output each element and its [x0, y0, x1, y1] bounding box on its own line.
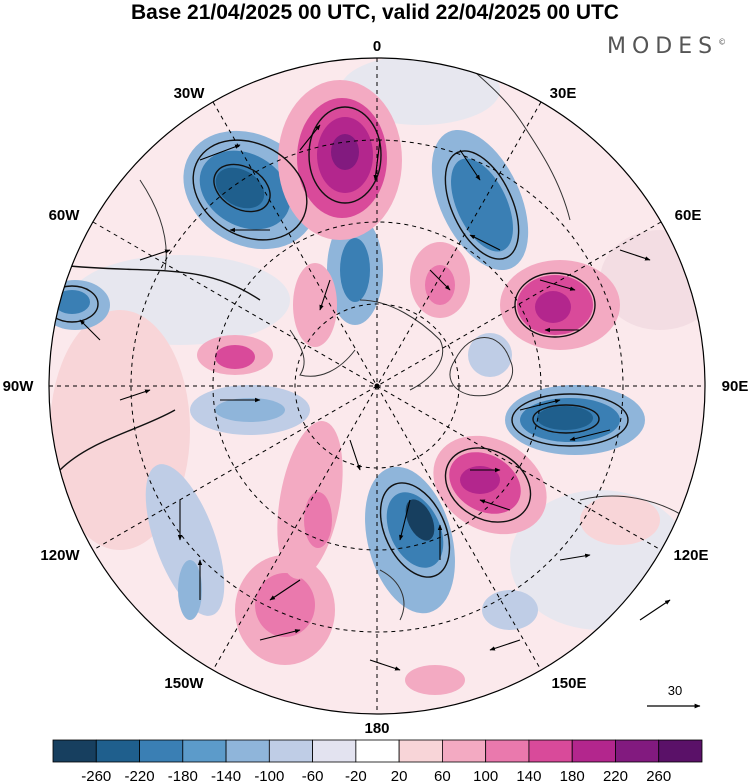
colorbar-swatch [95, 739, 140, 763]
colorbar-tick-label: 220 [603, 768, 628, 783]
label-60e: 60E [675, 207, 702, 224]
logo-copyright-mark: © [718, 37, 727, 47]
map-title: Base 21/04/2025 00 UTC, valid 22/04/2025… [131, 1, 619, 24]
label-60w: 60W [49, 207, 81, 224]
colorbar-tick-label: 20 [391, 768, 408, 783]
colorbar-tick-label: -220 [125, 768, 155, 783]
label-30w: 30W [174, 85, 206, 102]
anomaly-low [482, 590, 538, 630]
colorbar-tick-label: 60 [434, 768, 451, 783]
label-120w: 120W [40, 547, 80, 564]
colorbar-tick-label: -60 [302, 768, 324, 783]
label-90e: 90E [722, 378, 749, 395]
anomaly-high [293, 263, 337, 347]
label-150w: 150W [164, 675, 204, 692]
colorbar-swatch [225, 739, 270, 763]
label-150e: 150E [551, 675, 586, 692]
anomaly-low [145, 464, 225, 616]
label-120e: 120E [673, 547, 708, 564]
label-90w: 90W [3, 378, 35, 395]
colorbar-tick-label: -20 [345, 768, 367, 783]
colorbar-swatch [528, 739, 573, 763]
reference-vector-value: 30 [668, 683, 682, 698]
colorbar-tick-label: -260 [81, 768, 111, 783]
colorbar-swatch [312, 739, 357, 763]
colorbar-swatch [441, 739, 487, 763]
map-boundary [48, 57, 706, 715]
label-180: 180 [364, 720, 389, 737]
colorbar-swatch [139, 739, 184, 763]
logo-text: MODES [607, 34, 719, 59]
colorbar-swatch [52, 739, 97, 763]
pole-marker [374, 383, 380, 389]
colorbar-swatch [485, 739, 530, 763]
label-30e: 30E [550, 85, 577, 102]
contour-lines [49, 106, 629, 578]
modes-logo: MODES© [607, 34, 726, 59]
anomaly-high [405, 665, 465, 695]
colorbar-tick-label: 140 [516, 768, 541, 783]
colorbar-tick-label: -100 [254, 768, 284, 783]
colorbar-tick-label: -140 [211, 768, 241, 783]
colorbar-ticks: -260 -220 -180 -140 -100 -60 -20 20 60 100 140 180 2… [81, 768, 671, 783]
colorbar [52, 739, 703, 763]
colorbar-swatch [658, 739, 703, 763]
colorbar-tick-label: 180 [560, 768, 585, 783]
colorbar-swatch [355, 739, 400, 763]
colorbar-swatch [571, 739, 616, 763]
colorbar-tick-label: 100 [473, 768, 498, 783]
wind-vectors [79, 124, 671, 671]
colorbar-swatch [398, 739, 443, 763]
colorbar-swatch [615, 739, 660, 763]
colorbar-swatch [268, 739, 314, 763]
colorbar-swatch [182, 739, 227, 763]
colorbar-tick-label: 260 [646, 768, 671, 783]
colorbar-tick-label: -180 [168, 768, 198, 783]
label-0: 0 [373, 38, 381, 55]
